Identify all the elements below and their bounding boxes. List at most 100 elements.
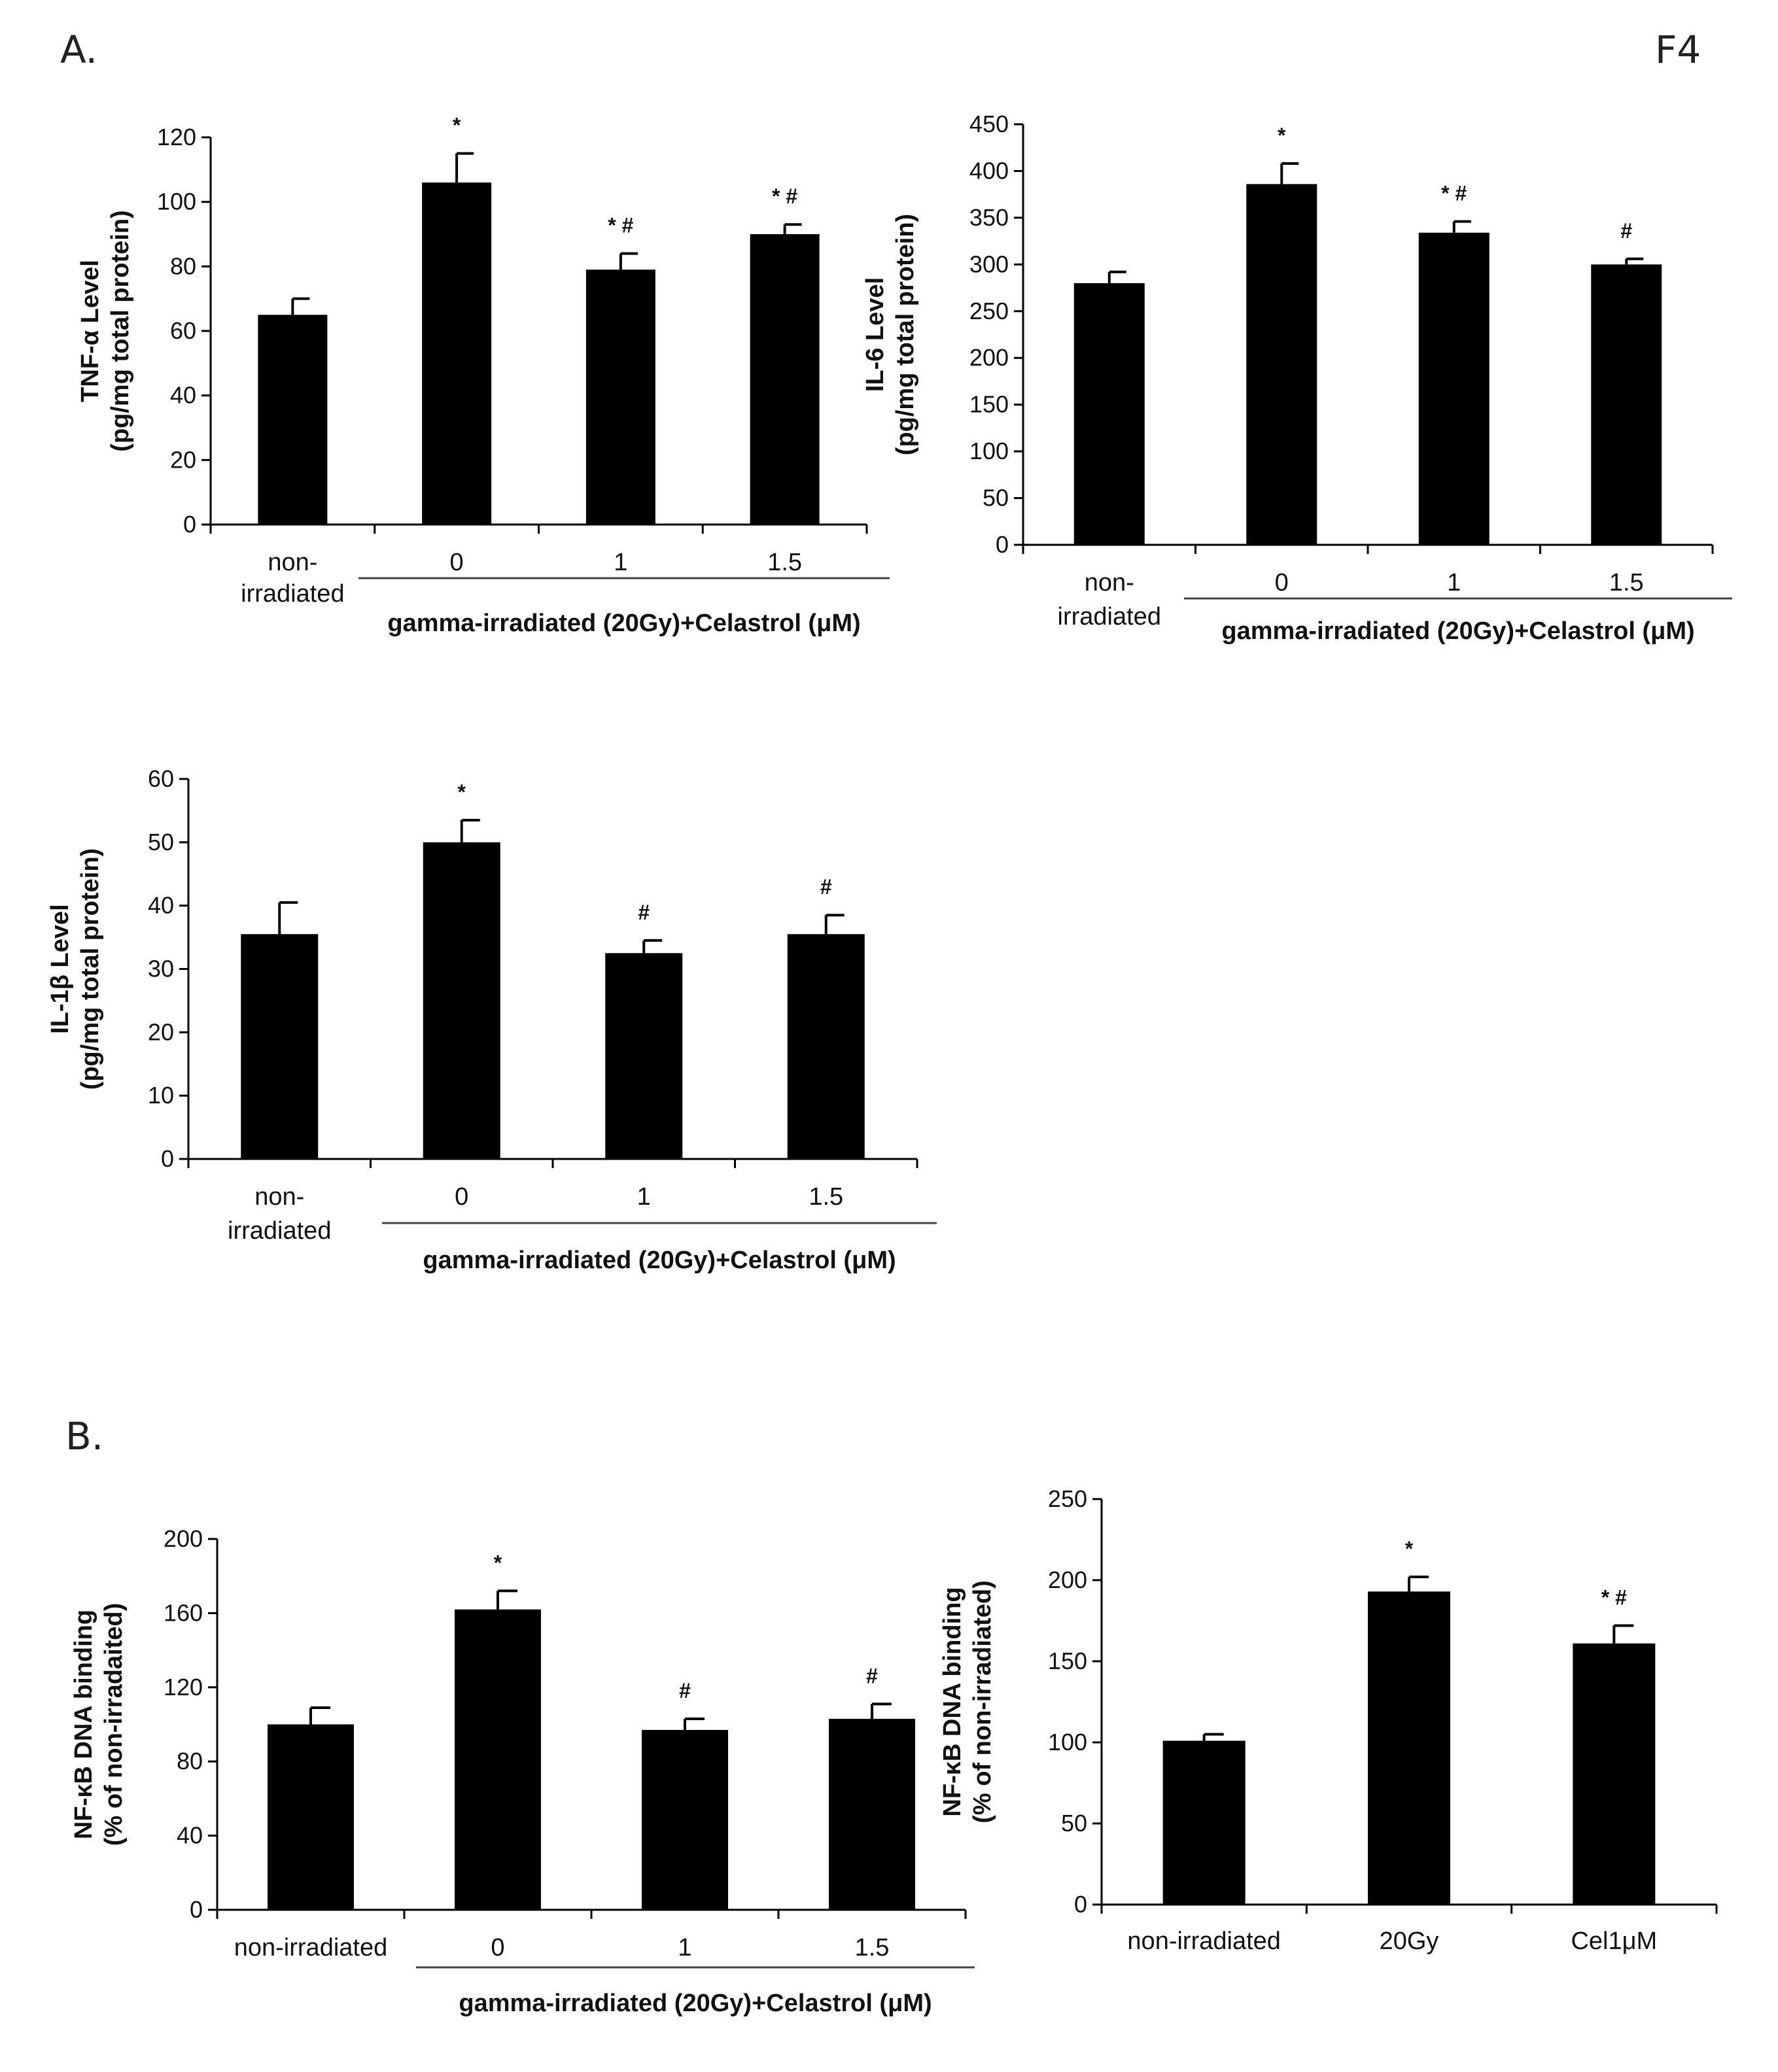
panel-label-b: B. [65, 1414, 103, 1459]
y-tick-label: 60 [170, 317, 196, 344]
significance-marker: * # [772, 184, 797, 208]
y-tick-label: 350 [969, 204, 1009, 231]
significance-marker: * [1405, 1537, 1414, 1561]
significance-marker: * # [1601, 1585, 1627, 1609]
bar-0 [1246, 184, 1317, 545]
y-tick-label: 50 [983, 485, 1009, 511]
category-label: non-irradiated [1127, 1927, 1280, 1955]
y-tick-label: 40 [177, 1822, 203, 1849]
y-tick-label: 160 [164, 1599, 203, 1626]
significance-marker: # [866, 1664, 878, 1687]
bar-non-irradiated [258, 315, 328, 525]
y-axis-title: TNF-α Level [77, 260, 104, 402]
y-tick-label: 200 [969, 344, 1009, 371]
y-axis-title: (% of non-irradaited) [100, 1603, 128, 1846]
chart-tnf: 0 20 40 60 80 100 120 non-irradiated * 0 * # 1 * # 1.… [77, 114, 890, 637]
y-axis-title: IL-6 Level [862, 277, 889, 392]
category-label: 1 [678, 1934, 691, 1961]
figure-id-label: F4 [1655, 27, 1701, 72]
bar-1.5 [1591, 264, 1662, 545]
y-tick-label: 20 [170, 446, 196, 473]
y-tick-label: 10 [148, 1082, 174, 1109]
bar-non-irradiated [241, 934, 319, 1159]
y-tick-label: 120 [164, 1674, 203, 1701]
y-tick-label: 300 [969, 250, 1009, 277]
group-label: gamma-irradiated (20Gy)+Celastrol (μM) [1221, 617, 1694, 645]
bar-1 [1418, 232, 1490, 545]
chart-il1b: 0 10 20 30 40 50 60 non-irradiated * 0 #1 #1.5 gamma… [46, 765, 937, 1274]
bar-1 [605, 953, 683, 1159]
bar-non-irradiated [1162, 1740, 1246, 1905]
y-tick-label: 200 [1048, 1566, 1087, 1593]
y-tick-label: 40 [170, 382, 196, 409]
bar-1.5 [787, 934, 865, 1159]
category-label: non- [268, 549, 317, 576]
significance-marker: * # [1441, 182, 1467, 205]
y-tick-label: 200 [164, 1525, 203, 1552]
category-label: 1.5 [855, 1934, 890, 1961]
group-label: gamma-irradiated (20Gy)+Celastrol (μM) [459, 1990, 932, 2017]
bar-non-irradiated [268, 1724, 354, 1910]
significance-marker: # [679, 1679, 691, 1702]
y-tick-label: 250 [1048, 1485, 1087, 1512]
group-label: gamma-irradiated (20Gy)+Celastrol (μM) [387, 610, 860, 637]
y-tick-label: 0 [183, 511, 196, 538]
category-label: Cel1μM [1571, 1927, 1657, 1955]
significance-marker: # [638, 901, 650, 924]
category-label: 0 [491, 1934, 504, 1961]
y-tick-label: 400 [969, 157, 1009, 184]
bar-non-irradiated [1073, 283, 1145, 545]
y-tick-label: 0 [996, 531, 1009, 558]
category-label: irradiated [1058, 603, 1161, 630]
category-label: non- [254, 1183, 304, 1211]
bar-0 [423, 842, 500, 1159]
significance-marker: * [453, 114, 461, 137]
bar-1 [585, 269, 655, 525]
y-tick-label: 20 [148, 1018, 174, 1045]
category-label: 1.5 [767, 549, 802, 576]
bar-0 [455, 1609, 541, 1910]
y-tick-label: 0 [1074, 1891, 1087, 1918]
significance-marker: * [1278, 124, 1286, 147]
y-tick-label: 150 [1048, 1648, 1087, 1674]
bar-1.5 [750, 234, 820, 525]
category-label: non-irradiated [234, 1934, 387, 1961]
y-tick-label: 40 [148, 892, 174, 919]
significance-marker: # [820, 875, 832, 899]
category-label: 1.5 [1609, 569, 1644, 596]
category-label: 1 [1447, 569, 1461, 596]
significance-marker: # [1620, 219, 1632, 243]
y-tick-label: 60 [148, 765, 174, 792]
y-axis-title: (pg/mg total protein) [77, 848, 104, 1090]
y-tick-label: 80 [177, 1748, 203, 1774]
category-label: non- [1085, 569, 1134, 596]
y-tick-label: 100 [157, 188, 196, 215]
category-label: 1 [637, 1183, 651, 1211]
category-label: 1 [614, 549, 627, 576]
significance-marker: * [494, 1551, 502, 1574]
bar-0 [422, 182, 492, 525]
category-label: 0 [450, 549, 464, 576]
category-label: 0 [1275, 569, 1289, 596]
chart-nfkb_cel: 0 50 100 150 200 250 non-irradiated * 20Gy * # Cel… [939, 1485, 1718, 1955]
y-axis-title: IL-1β Level [46, 904, 74, 1033]
chart-il6: 0 50 100 150 200 250 300 350 400 450 non-irradiate… [862, 111, 1732, 645]
group-label: gamma-irradiated (20Gy)+Celastrol (μM) [423, 1247, 896, 1274]
significance-marker: * [458, 780, 466, 804]
bar-Cel1μM [1573, 1643, 1656, 1905]
y-axis-title: NF-κB DNA binding [939, 1587, 966, 1816]
category-label: irradiated [241, 580, 344, 608]
y-tick-label: 50 [148, 829, 174, 855]
y-tick-label: 50 [1061, 1810, 1087, 1837]
category-label: 0 [455, 1183, 468, 1211]
bar-20Gy [1368, 1591, 1450, 1905]
category-label: 20Gy [1380, 1927, 1439, 1955]
y-axis-title: NF-κB DNA binding [70, 1610, 97, 1839]
y-axis-title: (pg/mg total protein) [107, 210, 134, 451]
y-tick-label: 120 [157, 124, 196, 150]
chart-nfkb_dose: 0 40 80 120 160 200 non-irradiated * 0 #1 #1.5 gamm… [70, 1525, 975, 2017]
significance-marker: * # [608, 214, 633, 237]
y-tick-label: 450 [969, 111, 1009, 137]
